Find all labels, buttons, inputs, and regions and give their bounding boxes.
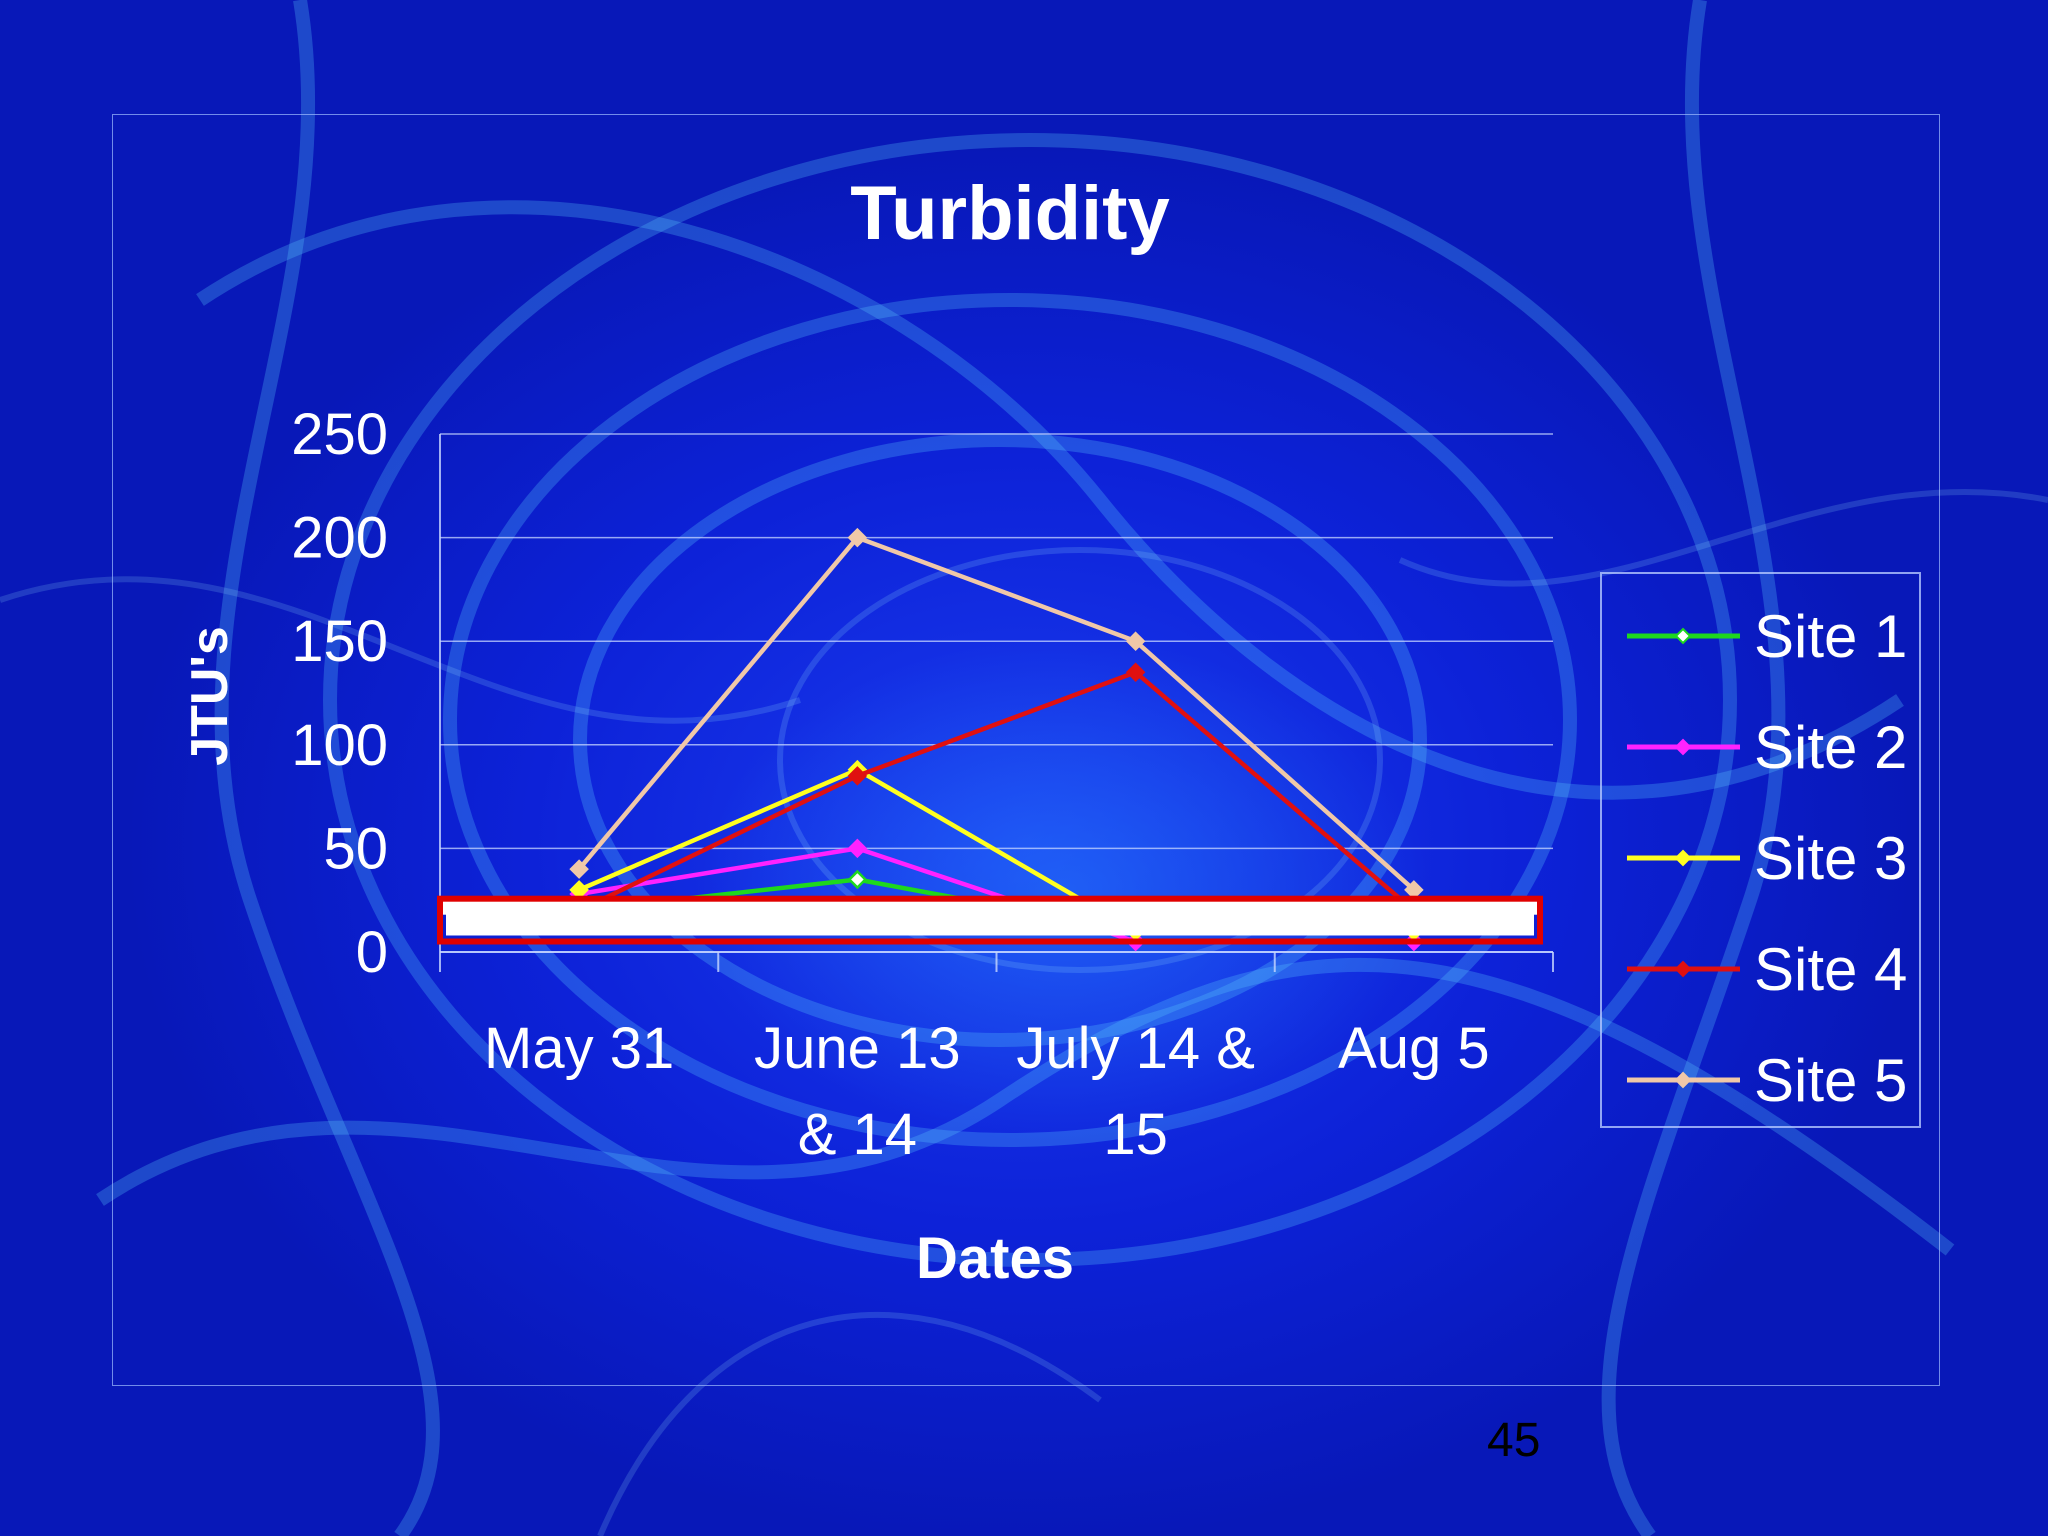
y-tick-label: 100 [291, 713, 388, 778]
series-line-4 [578, 670, 1416, 913]
legend-box [1600, 572, 1921, 1128]
chart-title: Turbidity [850, 171, 1170, 256]
x-tick-label: July 14 & 15 [1016, 1016, 1255, 1167]
legend-label: Site 3 [1754, 825, 1907, 892]
legend-marker [1674, 627, 1692, 645]
x-tick-label: June 13 & 14 [754, 1016, 960, 1167]
x-tick-label: May 31 [484, 1016, 674, 1081]
chart-frame [112, 114, 1940, 1386]
highlight-box [437, 895, 1543, 945]
data-point [1125, 631, 1146, 651]
legend-label: Site 5 [1754, 1047, 1907, 1114]
legend-label: Site 2 [1754, 714, 1907, 781]
page-number: 45 [1487, 1414, 1541, 1467]
legend-marker [1674, 1071, 1692, 1089]
data-point [847, 527, 868, 548]
highlight-fill [446, 904, 1534, 936]
data-point [847, 766, 868, 786]
data-point [569, 859, 589, 879]
legend-label: Site 4 [1754, 936, 1907, 1003]
y-tick-label: 50 [323, 816, 388, 881]
y-tick-label: 250 [291, 402, 388, 467]
legend-marker [1674, 960, 1692, 978]
data-point [1125, 662, 1146, 683]
y-tick-label: 150 [291, 609, 388, 674]
legend-marker [1674, 849, 1692, 867]
legend-label: Site 1 [1754, 603, 1907, 670]
series-line-5 [577, 535, 1416, 892]
data-point [847, 869, 868, 890]
legend-marker [1674, 738, 1692, 756]
x-tick-label: Aug 5 [1338, 1016, 1490, 1081]
x-axis-label: Dates [916, 1226, 1074, 1291]
y-tick-label: 200 [291, 506, 388, 571]
y-tick-label: 0 [356, 920, 388, 985]
data-point [847, 838, 868, 859]
